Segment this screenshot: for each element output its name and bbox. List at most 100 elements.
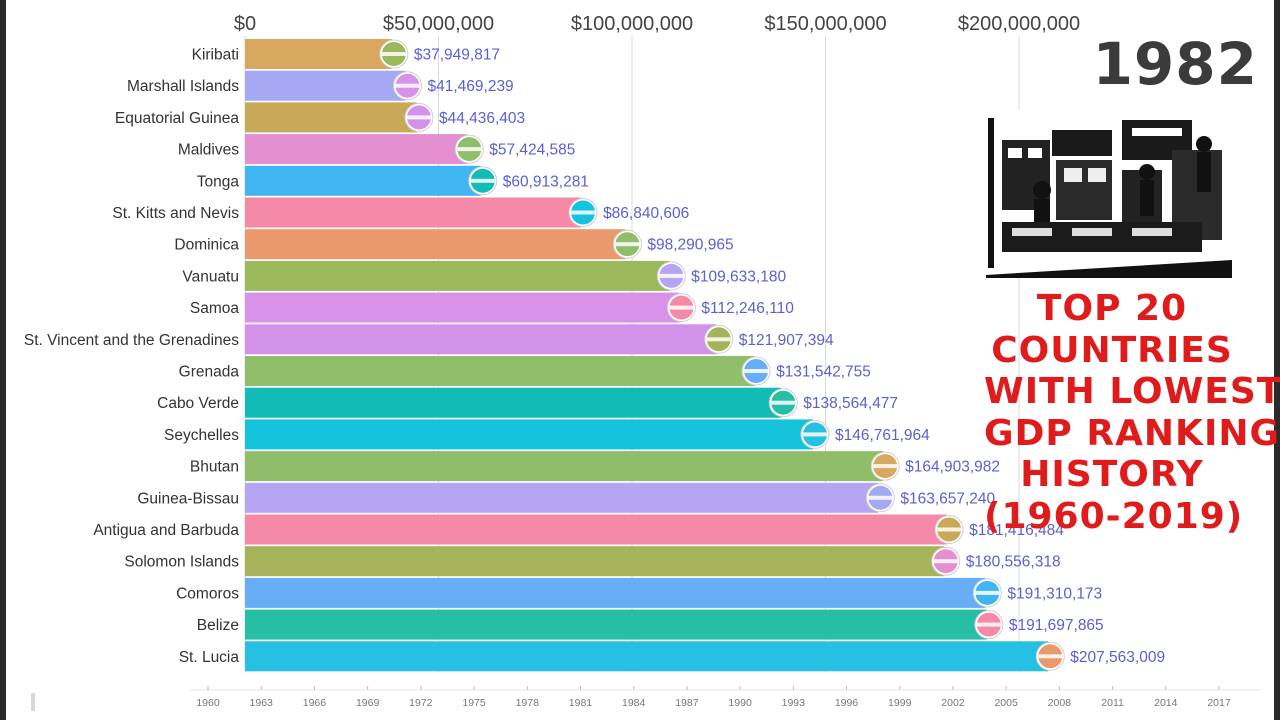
maldives-flag-icon [454, 134, 484, 164]
timeline-year-label: 2008 [1048, 697, 1072, 709]
st-vincent-flag-icon [704, 324, 734, 354]
guinea-bissau-flag-icon [865, 483, 895, 513]
category-label: Dominica [174, 237, 239, 254]
bar-bhutan [245, 451, 884, 482]
category-label: Maldives [178, 142, 239, 159]
category-label: Kiribati [192, 47, 239, 64]
left-border [0, 0, 6, 720]
bar-samoa [245, 292, 680, 323]
x-tick-label: $100,000,000 [571, 13, 693, 35]
samoa-flag-icon [666, 293, 696, 323]
timeline-year-label: 1966 [303, 697, 327, 709]
equatorial-guinea-flag-icon [404, 102, 434, 132]
category-label: Bhutan [190, 459, 239, 476]
st-kitts-and-nevis-flag-icon [568, 198, 598, 227]
value-label: $37,949,817 [414, 47, 500, 64]
title-line: COUNTRIES [991, 329, 1233, 371]
timeline-year-label: 1975 [462, 697, 486, 709]
category-label: Marshall Islands [127, 78, 239, 95]
timeline-year-label: 1969 [356, 697, 380, 709]
chart-title: TOP 20 COUNTRIES WITH LOWEST GDP RANKING… [984, 288, 1280, 537]
timeline-year-label: 1972 [409, 697, 433, 709]
x-tick-label: $200,000,000 [958, 13, 1080, 35]
timeline-year-label: 2002 [941, 697, 965, 709]
dominica-flag-icon [612, 229, 642, 259]
category-label: St. Kitts and Nevis [112, 205, 239, 222]
bar-marshall-islands [245, 70, 406, 101]
timeline-year-label: 2011 [1101, 697, 1124, 709]
category-label: Equatorial Guinea [115, 110, 239, 127]
seychelles-flag-icon [800, 419, 830, 449]
belize-flag-icon [974, 610, 1004, 640]
value-label: $146,761,964 [835, 427, 930, 444]
title-line: GDP RANKING [984, 412, 1280, 454]
value-label: $181,416,484 [969, 522, 1064, 539]
bar-tonga [245, 165, 481, 196]
bar-belize [245, 609, 987, 640]
current-year: 1982 [1092, 30, 1258, 98]
category-label: Antigua and Barbuda [93, 522, 239, 539]
value-label: $60,913,281 [503, 173, 589, 190]
timeline-year-label: 1987 [675, 697, 699, 709]
title-line: HISTORY [1020, 454, 1204, 495]
value-label: $98,290,965 [647, 237, 733, 254]
value-label: $207,563,009 [1070, 649, 1165, 666]
x-tick-label: $0 [234, 13, 256, 35]
bar-solomon-islands [245, 546, 944, 577]
timeline-year-label: 1993 [782, 697, 806, 709]
bar-kiribati [245, 39, 392, 69]
bar-st-kitts-and-nevis [245, 197, 582, 228]
grenada-flag-icon [741, 356, 771, 386]
value-label: $180,556,318 [966, 554, 1061, 571]
timeline-year-label: 1999 [888, 697, 912, 709]
value-label: $121,907,394 [739, 332, 834, 349]
tonga-flag-icon [468, 166, 498, 196]
timeline-year-label: 1996 [835, 697, 859, 709]
category-label: Vanuatu [182, 268, 239, 285]
solomon-islands-flag-icon [931, 546, 961, 576]
category-label: Grenada [179, 364, 240, 381]
bar-antigua-and-barbuda [245, 514, 948, 545]
category-label: Belize [197, 617, 239, 634]
bar-grenada [245, 356, 755, 386]
category-label: Tonga [197, 173, 240, 190]
timeline-year-label: 2014 [1154, 697, 1178, 709]
comoros-flag-icon [972, 578, 1002, 608]
bar-st-vincent-and-the-grenadines [245, 324, 717, 355]
x-tick-label: $50,000,000 [383, 13, 494, 35]
title-line: TOP 20 [1036, 288, 1188, 329]
value-label: $163,657,240 [900, 490, 995, 507]
timeline-year-label: 1978 [516, 697, 540, 709]
st-lucia-flag-icon [1035, 641, 1065, 671]
timeline-year-label: 1990 [728, 697, 752, 709]
timeline-scrubber-handle[interactable] [31, 693, 35, 711]
value-label: $44,436,403 [439, 110, 525, 127]
marshall-islands-flag-icon [392, 71, 422, 101]
value-label: $112,246,110 [701, 300, 794, 317]
bar-vanuatu [245, 260, 670, 291]
timeline-year-label: 1963 [250, 697, 274, 709]
category-label: Guinea-Bissau [137, 490, 239, 507]
factory-workers-illustration [982, 110, 1238, 278]
category-label: St. Vincent and the Grenadines [24, 332, 239, 349]
title-line: (1960-2019) [984, 495, 1244, 537]
category-label: Comoros [176, 585, 239, 602]
value-label: $191,310,173 [1007, 585, 1102, 602]
timeline-year-label: 2005 [994, 697, 1018, 709]
value-label: $86,840,606 [603, 205, 689, 222]
bar-seychelles [245, 419, 813, 450]
timeline-year-label: 1981 [569, 697, 593, 709]
timeline-year-label: 1960 [196, 697, 220, 709]
right-border [1274, 0, 1280, 720]
bar-dominica [245, 229, 626, 260]
timeline-year-label: 2017 [1207, 697, 1231, 709]
cabo-verde-flag-icon [768, 388, 798, 418]
x-tick-label: $150,000,000 [764, 13, 886, 35]
bar-cabo-verde [245, 387, 782, 418]
value-label: $109,633,180 [691, 268, 786, 285]
value-label: $138,564,477 [803, 395, 898, 412]
category-label: Seychelles [164, 427, 239, 444]
bar-maldives [245, 134, 468, 165]
